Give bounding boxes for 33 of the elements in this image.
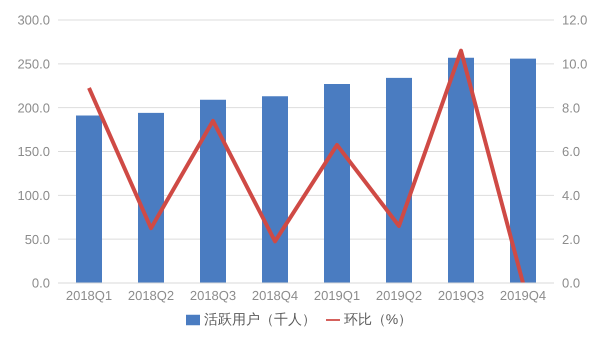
y2-tick-label: 12.0 xyxy=(562,12,588,28)
bar xyxy=(386,78,412,283)
y2-tick-label: 4.0 xyxy=(562,188,580,203)
y-tick-label: 300.0 xyxy=(17,12,50,28)
bar xyxy=(448,58,474,283)
bar xyxy=(324,84,350,283)
y2-tick-label: 6.0 xyxy=(562,144,580,160)
x-tick-label: 2019Q2 xyxy=(376,288,422,304)
y2-tick-label: 8.0 xyxy=(562,100,580,116)
line-series xyxy=(87,48,525,283)
legend-label: 活跃用户（千人） xyxy=(204,311,316,327)
x-tick-label: 2018Q3 xyxy=(190,288,236,304)
x-tick-label: 2018Q4 xyxy=(252,288,298,304)
y2-tick-label: 0.0 xyxy=(562,276,580,291)
y-tick-label: 100.0 xyxy=(17,188,50,203)
x-tick-label: 2018Q1 xyxy=(66,288,112,304)
y-tick-label: 150.0 xyxy=(17,144,50,160)
x-tick-label: 2019Q4 xyxy=(500,288,546,304)
y-tick-label: 250.0 xyxy=(17,56,50,72)
bar xyxy=(510,58,536,283)
x-tick-label: 2019Q1 xyxy=(314,288,360,304)
y-tick-label: 0.0 xyxy=(32,276,50,291)
y-tick-label: 50.0 xyxy=(24,232,50,247)
legend-label: 环比（%） xyxy=(344,311,412,327)
x-tick-label: 2018Q2 xyxy=(128,288,174,304)
x-tick-label: 2019Q3 xyxy=(438,288,484,304)
y-tick-label: 200.0 xyxy=(17,100,50,116)
bar xyxy=(138,112,164,283)
y2-tick-label: 2.0 xyxy=(562,232,580,247)
bar xyxy=(200,100,226,283)
bar xyxy=(76,116,102,283)
bar xyxy=(262,96,288,283)
y2-tick-label: 10.0 xyxy=(562,56,588,72)
